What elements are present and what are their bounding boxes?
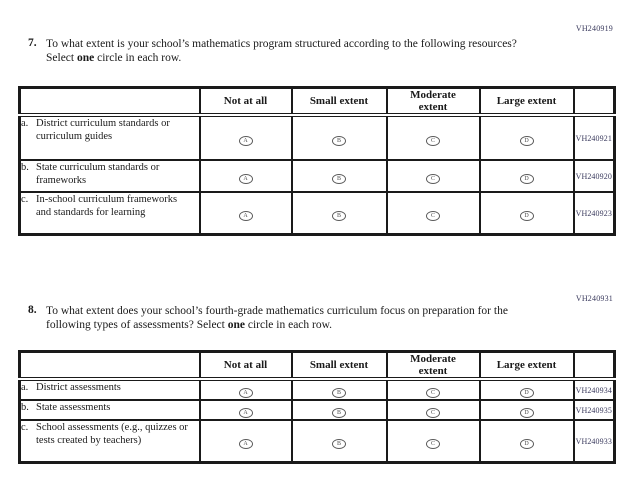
- answer-bubble-b[interactable]: B: [332, 174, 346, 184]
- question7-text-bold-one: one: [76, 52, 95, 64]
- question8-text-part1: To what extent does your school’s fourth…: [46, 305, 508, 331]
- row-vh-code: VH240920: [572, 159, 616, 193]
- q8-header-code-empty: [572, 350, 616, 381]
- row-label: a. District curriculum standards or curri…: [18, 114, 201, 161]
- answer-bubble-c[interactable]: C: [426, 136, 440, 146]
- question8-table: Not at all Small extent Moderate extent …: [18, 350, 616, 464]
- row-label: b. State curriculum standards or framewor…: [18, 159, 201, 193]
- q8-row-a: a. District assessments A B C D VH240934: [18, 378, 616, 401]
- column-header-large-extent: Large extent: [478, 86, 575, 117]
- q7-row-a: a. District curriculum standards or curri…: [18, 114, 616, 161]
- column-header-moderate-extent: Moderate extent: [385, 350, 481, 381]
- answer-bubble-d[interactable]: D: [519, 174, 534, 184]
- question8-text: To what extent does your school’s fourth…: [46, 304, 530, 332]
- row-label: c. In-school curriculum frameworks and st…: [18, 191, 201, 236]
- answer-bubble-d[interactable]: D: [519, 439, 534, 449]
- answer-bubble-b[interactable]: B: [332, 439, 346, 449]
- question8-text-bold-one: one: [227, 319, 245, 331]
- q7-header-row: Not at all Small extent Moderate extent …: [18, 86, 616, 117]
- answer-bubble-a[interactable]: A: [238, 136, 253, 146]
- q7-header-code-empty: [572, 86, 616, 117]
- answer-bubble-a[interactable]: A: [238, 439, 253, 449]
- column-header-large-extent: Large extent: [478, 350, 575, 381]
- row-label-text: State assessments: [36, 402, 111, 413]
- row-letter: c.: [21, 194, 29, 205]
- q8-row-b: b. State assessments A B C D VH240935: [18, 399, 616, 421]
- row-label: b. State assessments: [18, 399, 201, 421]
- column-header-small-extent: Small extent: [290, 86, 388, 117]
- row-letter: b.: [21, 402, 29, 413]
- q8-header-empty: [18, 350, 201, 381]
- answer-bubble-b[interactable]: B: [332, 408, 346, 418]
- row-label: c. School assessments (e.g., quizzes or t…: [18, 419, 201, 464]
- answer-bubble-c[interactable]: C: [426, 439, 440, 449]
- answer-bubble-b[interactable]: B: [332, 136, 346, 146]
- column-header-not-at-all: Not at all: [198, 350, 293, 381]
- q7-header-empty: [18, 86, 201, 117]
- question8-vh-code: VH240931: [575, 294, 613, 303]
- q7-row-c: c. In-school curriculum frameworks and st…: [18, 191, 616, 236]
- question7-number: 7.: [28, 37, 37, 49]
- column-header-not-at-all: Not at all: [198, 86, 293, 117]
- column-header-moderate-extent: Moderate extent: [385, 86, 481, 117]
- row-letter: a.: [21, 382, 29, 393]
- answer-bubble-a[interactable]: A: [238, 211, 253, 221]
- row-letter: c.: [21, 422, 29, 433]
- answer-bubble-c[interactable]: C: [426, 174, 440, 184]
- answer-bubble-c[interactable]: C: [426, 408, 440, 418]
- q8-header-row: Not at all Small extent Moderate extent …: [18, 350, 616, 381]
- row-vh-code: VH240921: [572, 114, 616, 161]
- answer-bubble-d[interactable]: D: [519, 408, 534, 418]
- answer-bubble-b[interactable]: B: [332, 388, 346, 398]
- question7-table: Not at all Small extent Moderate extent …: [18, 86, 616, 236]
- question7-text: To what extent is your school’s mathemat…: [46, 37, 530, 65]
- row-label-text: School assessments (e.g., quizzes or tes…: [36, 422, 188, 446]
- answer-bubble-d[interactable]: D: [519, 136, 534, 146]
- answer-bubble-d[interactable]: D: [519, 211, 534, 221]
- row-label-text: State curriculum standards or frameworks: [36, 162, 160, 186]
- question7-text-part2: circle in each row.: [94, 52, 182, 64]
- question8-text-part2: circle in each row.: [244, 319, 333, 331]
- row-vh-code: VH240934: [572, 378, 616, 401]
- answer-bubble-a[interactable]: A: [238, 408, 253, 418]
- q7-row-b: b. State curriculum standards or framewor…: [18, 159, 616, 193]
- column-header-small-extent: Small extent: [290, 350, 388, 381]
- row-vh-code: VH240923: [572, 191, 616, 236]
- row-vh-code: VH240935: [572, 399, 616, 421]
- answer-bubble-c[interactable]: C: [426, 388, 440, 398]
- row-vh-code: VH240933: [572, 419, 616, 464]
- question7-text-part1: To what extent is your school’s mathemat…: [46, 38, 517, 64]
- answer-bubble-a[interactable]: A: [238, 174, 253, 184]
- row-label-text: District assessments: [36, 382, 121, 393]
- row-label-text: District curriculum standards or curricu…: [36, 118, 170, 142]
- row-label: a. District assessments: [18, 378, 201, 401]
- answer-bubble-c[interactable]: C: [426, 211, 440, 221]
- row-letter: a.: [21, 118, 29, 129]
- question7-vh-code: VH240919: [575, 24, 613, 33]
- answer-bubble-d[interactable]: D: [519, 388, 534, 398]
- answer-bubble-b[interactable]: B: [332, 211, 346, 221]
- row-letter: b.: [21, 162, 29, 173]
- q8-row-c: c. School assessments (e.g., quizzes or t…: [18, 419, 616, 464]
- answer-bubble-a[interactable]: A: [238, 388, 253, 398]
- question8-number: 8.: [28, 304, 37, 316]
- row-label-text: In-school curriculum frameworks and stan…: [36, 194, 178, 218]
